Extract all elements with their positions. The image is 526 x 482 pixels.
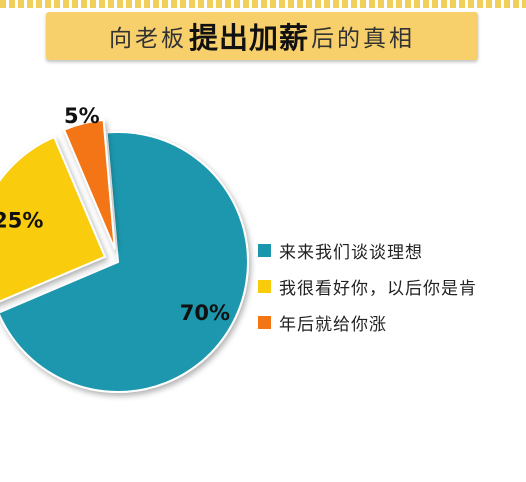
legend-swatch — [258, 315, 271, 329]
legend-item: 我很看好你，以后你是肯 — [258, 268, 526, 304]
pie-slice — [0, 131, 249, 393]
chart-title: 向老板 提出加薪 后的真相 — [46, 12, 478, 60]
legend-label: 我很看好你，以后你是肯 — [279, 278, 477, 299]
slice-value-label: 70% — [180, 301, 230, 325]
legend-item: 年后就给你涨 — [258, 304, 526, 340]
legend-label: 来来我们谈谈理想 — [279, 242, 423, 263]
title-suffix: 后的真相 — [311, 26, 415, 52]
decorative-border — [0, 0, 526, 8]
title-emphasis: 提出加薪 — [188, 21, 309, 55]
legend-label: 年后就给你涨 — [279, 314, 387, 335]
title-banner: 向老板 提出加薪 后的真相 — [46, 12, 478, 60]
title-prefix: 向老板 — [108, 26, 187, 52]
pie-slice — [62, 118, 116, 250]
pie-slices — [0, 118, 249, 393]
pie-slice — [0, 135, 107, 303]
slice-value-label: 5% — [64, 104, 100, 128]
slice-value-label: 25% — [0, 209, 43, 233]
legend: 来来我们谈谈理想 我很看好你，以后你是肯 年后就给你涨 — [258, 232, 526, 340]
pie-value-labels: 70% 25% 5% — [0, 104, 230, 325]
legend-swatch — [258, 279, 271, 293]
legend-item: 来来我们谈谈理想 — [258, 232, 526, 268]
legend-swatch — [258, 243, 271, 257]
